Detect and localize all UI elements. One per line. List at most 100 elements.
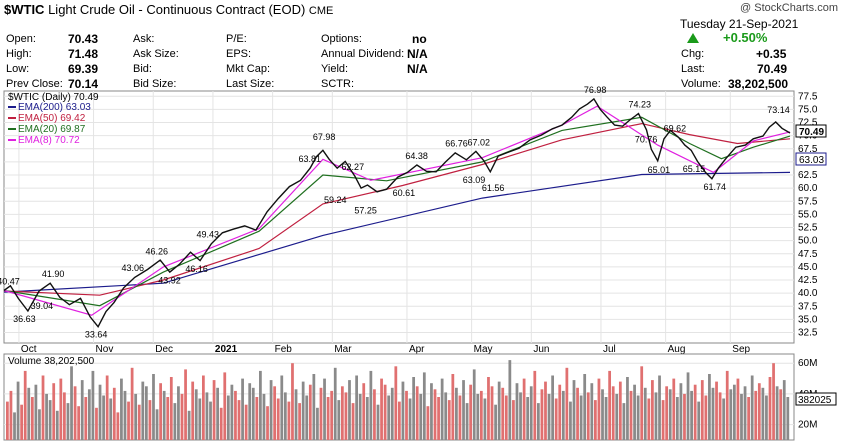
volume-bar: [697, 401, 701, 440]
volume-bar: [244, 404, 248, 440]
volume-bar: [433, 389, 437, 440]
volume-bar: [66, 403, 70, 440]
volume-bar: [629, 390, 633, 440]
volume-bar: [465, 403, 469, 440]
dividend-value: N/A: [407, 47, 428, 61]
volume-bar: [298, 403, 301, 440]
volume-bar: [722, 398, 726, 440]
volume-bar: [708, 374, 711, 440]
volume-bar: [80, 380, 84, 440]
volume-bar: [362, 383, 366, 440]
volume-bar: [305, 395, 309, 440]
legend-entry: EMA(200) 63.03: [18, 102, 91, 113]
volume-bar: [130, 367, 134, 440]
volume-bar: [337, 400, 341, 440]
volume-bar: [216, 387, 220, 440]
exchange: CME: [308, 5, 334, 17]
x-tick-label: Jun: [533, 344, 549, 355]
volume-bar: [405, 390, 408, 440]
volume-bar: [141, 381, 145, 440]
volume-bar: [294, 389, 298, 440]
volume-bar: [301, 381, 305, 440]
volume-bar: [41, 375, 45, 440]
volume-bar: [447, 400, 451, 440]
price-annotation: 41.90: [42, 269, 65, 279]
volume-bar: [608, 370, 612, 440]
volume-bar: [765, 395, 768, 440]
last-price-tag: 70.49: [799, 127, 824, 138]
volume-bar: [369, 370, 373, 440]
volume-bar: [212, 380, 216, 440]
legend-entry: EMA(8) 70.72: [18, 135, 80, 146]
volume-bar: [636, 395, 640, 440]
x-tick-label: Jul: [603, 344, 616, 355]
volume-bar: [84, 397, 88, 440]
chg-value: +0.35: [756, 47, 787, 61]
y-tick-label: 47.5: [798, 249, 818, 260]
volume-bar: [266, 406, 269, 440]
price-annotation: 63.81: [299, 154, 322, 164]
volume-bar: [579, 395, 583, 440]
volume-bar: [672, 378, 676, 440]
options-value: no: [412, 32, 427, 46]
volume-bar: [747, 397, 750, 440]
volume-bar: [729, 389, 733, 440]
volume-bar: [683, 393, 686, 440]
x-tick-label: Mar: [334, 344, 352, 355]
price-annotation: 67.02: [468, 137, 491, 147]
volume-bar: [643, 387, 647, 440]
volume-bar: [476, 393, 480, 440]
price-annotation: 73.14: [767, 105, 790, 115]
volume-bar: [123, 390, 127, 440]
volume-bar: [583, 374, 587, 440]
volume-bar: [508, 360, 512, 440]
volume-bar: [326, 397, 330, 440]
volume-bar: [91, 370, 95, 440]
volume-bar: [772, 363, 775, 440]
volume-bar: [173, 403, 177, 440]
volume-bar: [323, 378, 326, 440]
prev-close-value: 70.14: [68, 77, 99, 91]
volume-bar: [77, 406, 81, 440]
volume-bar: [234, 390, 237, 440]
copyright: @ StockCharts.com: [740, 2, 838, 14]
volume-bar: [283, 392, 287, 440]
volume-bar: [116, 412, 120, 440]
y-tick-label: 72.5: [798, 118, 818, 129]
volume-bar: [661, 400, 665, 440]
volume-bar: [383, 384, 387, 440]
price-annotation: 64.38: [405, 151, 428, 161]
volume-bar: [169, 377, 173, 440]
volume-bar: [30, 397, 34, 440]
volume-bar: [387, 395, 391, 440]
high-label: High:: [6, 48, 32, 60]
volume-bar: [316, 407, 319, 441]
volume-bar: [259, 370, 262, 440]
volume-bar: [601, 389, 604, 440]
price-annotation: 40.47: [0, 277, 20, 287]
volume-bar: [230, 384, 234, 440]
last-value: 70.49: [757, 62, 788, 76]
legend-entry: EMA(50) 69.42: [18, 113, 86, 124]
volume-bar: [408, 398, 412, 440]
volume-bar: [594, 400, 597, 440]
volume-bar: [9, 390, 13, 440]
volume-bar: [597, 378, 601, 440]
ask-label: Ask:: [133, 33, 155, 45]
volume-bar: [98, 384, 102, 440]
volume-bar: [526, 397, 530, 440]
volume-bar: [48, 400, 52, 440]
volume-bar: [615, 393, 619, 440]
volume-bar: [373, 389, 376, 440]
last-label: Last:: [681, 63, 705, 75]
volume-bar: [38, 409, 41, 440]
volume-bar: [205, 392, 209, 440]
volume-tag: 382025: [798, 395, 832, 406]
price-annotation: 74.23: [629, 99, 652, 109]
volume-bar: [70, 366, 73, 440]
volume-title: Volume 38,202,500: [8, 356, 95, 367]
volume-bar: [194, 389, 198, 440]
volume-bar: [512, 400, 515, 440]
price-annotation: 39.04: [31, 301, 54, 311]
